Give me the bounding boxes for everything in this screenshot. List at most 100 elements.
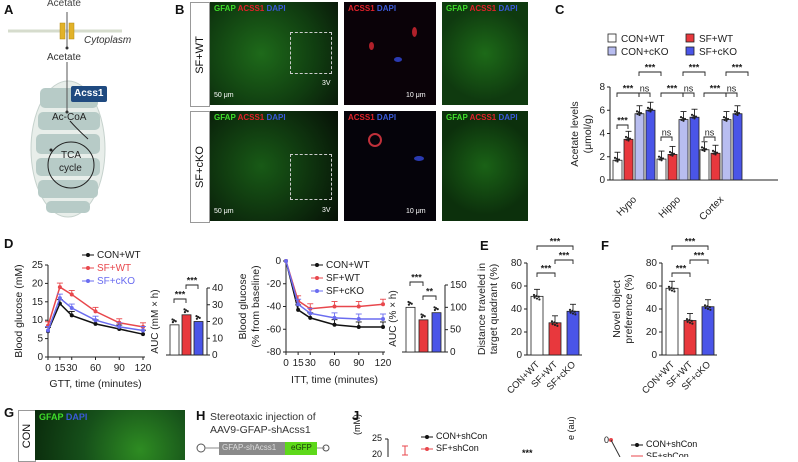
svg-text:Blood glucose (mM): Blood glucose (mM) [13, 264, 25, 357]
micrograph-sf-wt-acss1: ACSS1 DAPI 10 μm [344, 2, 436, 105]
svg-text:80: 80 [646, 258, 658, 269]
svg-text:0: 0 [651, 350, 657, 361]
acetate-extracellular-label: Acetate [47, 0, 81, 9]
svg-text:SF+cKO: SF+cKO [326, 286, 364, 297]
panel-letter-b: B [175, 2, 185, 17]
svg-text:***: *** [676, 264, 687, 274]
scale-bar-label: 10 μm [406, 208, 426, 215]
svg-text:8: 8 [599, 82, 605, 93]
svg-text:***: *** [623, 84, 634, 94]
svg-text:AUC (mM × h): AUC (mM × h) [150, 289, 161, 353]
j-legend-con-shcon: CON+shCon [436, 431, 488, 441]
itt-line-chart: -80 -60 -40 -20 0 0 15 30 60 90 120 ITT, time (minu… [237, 256, 467, 386]
svg-text:***: *** [411, 273, 422, 283]
svg-text:30: 30 [212, 300, 224, 311]
injection-title-line2: AAV9-GFAP-shAcss1 [210, 424, 311, 436]
svg-text:(μmol/g): (μmol/g) [582, 115, 594, 154]
svg-text:***: *** [667, 84, 678, 94]
svg-text:***: *** [694, 251, 705, 261]
svg-text:150: 150 [450, 280, 467, 291]
svg-text:target quadrant (%): target quadrant (%) [488, 264, 500, 354]
svg-text:**: ** [426, 287, 434, 297]
chart-gtt: 0 5 10 15 20 25 0 15 30 60 90 120 GTT, time (minutes… [0, 230, 235, 400]
svg-text:SF+cKO: SF+cKO [97, 276, 135, 287]
svg-text:ns: ns [705, 128, 715, 138]
svg-text:90: 90 [114, 363, 126, 374]
svg-text:6: 6 [599, 105, 605, 116]
svg-text:60: 60 [329, 358, 341, 369]
scale-bar-label: 10 μm [406, 92, 426, 99]
svg-text:80: 80 [511, 258, 523, 269]
svg-text:SF+WT: SF+WT [699, 34, 733, 45]
svg-text:25: 25 [32, 260, 44, 271]
svg-text:ns: ns [662, 128, 672, 138]
channel-icon [59, 22, 66, 40]
svg-text:Cortex: Cortex [698, 194, 727, 223]
svg-text:-80: -80 [267, 347, 282, 358]
svg-text:ns: ns [684, 84, 694, 94]
svg-text:***: *** [559, 251, 570, 261]
svg-text:Hypo: Hypo [615, 194, 640, 219]
svg-text:CON+WT: CON+WT [621, 34, 665, 45]
j-right-legend-con-shcon: CON+shCon [646, 439, 698, 449]
scale-bar-label: 50 μm [214, 92, 234, 99]
svg-text:CON+WT: CON+WT [326, 260, 370, 271]
micrograph-sf-cko-zoom-merge: GFAP ACSS1 DAPI [442, 111, 528, 221]
svg-text:Blood glucose: Blood glucose [237, 273, 249, 339]
cytoplasm-label: Cytoplasm [84, 35, 132, 46]
micrograph-sf-wt-zoom-merge: GFAP ACSS1 DAPI [442, 2, 528, 105]
svg-text:40: 40 [511, 304, 523, 315]
svg-text:***: *** [645, 63, 656, 73]
svg-text:CON+cKO: CON+cKO [621, 47, 669, 58]
svg-text:20: 20 [212, 317, 224, 328]
svg-text:ns: ns [640, 84, 650, 94]
svg-text:120: 120 [135, 363, 152, 374]
svg-text:100: 100 [450, 302, 467, 313]
svg-text:50: 50 [450, 325, 462, 336]
acetate-bar-chart: CON+WT CON+cKO SF+WT SF+cKO 0 2 4 6 8 Acetate lev… [569, 33, 778, 223]
j-significance: *** [522, 448, 533, 458]
svg-text:120: 120 [375, 358, 392, 369]
svg-text:0: 0 [45, 363, 51, 374]
row-label-con: CON [18, 410, 36, 462]
svg-text:90: 90 [353, 358, 365, 369]
svg-text:***: *** [541, 264, 552, 274]
svg-text:AUC (% × h): AUC (% × h) [388, 290, 399, 346]
chart-novel-object-preference: 0 20 40 60 80 Novel object preference (%) CON+W… [600, 230, 730, 435]
j-right-ylabel: e (au) [566, 416, 576, 440]
panel-letter-c: C [555, 2, 565, 17]
third-ventricle-label: 3V [322, 80, 331, 87]
svg-text:SF+cKO: SF+cKO [699, 47, 737, 58]
svg-text:0: 0 [275, 256, 281, 267]
micrograph-sf-cko-merge: GFAP ACSS1 DAPI 50 μm 3V [210, 111, 338, 221]
third-ventricle-label: 3V [322, 207, 331, 214]
acss1-enzyme-box [71, 86, 107, 102]
svg-text:10: 10 [212, 333, 224, 344]
acetate-cytoplasm-label: Acetate [47, 52, 81, 63]
panel-letter-j: J [352, 408, 360, 423]
micrograph-sf-wt-merge: GFAP ACSS1 DAPI 50 μm 3V [210, 2, 338, 105]
svg-text:30: 30 [66, 363, 78, 374]
svg-text:0: 0 [37, 352, 43, 363]
acetate-metabolism-diagram [8, 12, 122, 218]
svg-text:***: *** [689, 63, 700, 73]
svg-text:(% from baseline): (% from baseline) [250, 265, 262, 347]
j-ytick-20: 20 [372, 449, 383, 459]
svg-text:SF+WT: SF+WT [97, 263, 131, 274]
j-right-legend-sf-shcon: SF+shCon [646, 451, 689, 457]
panel-letter-e: E [480, 238, 489, 253]
svg-text:15: 15 [54, 363, 66, 374]
j-right-ytick-0: 0 [604, 435, 610, 445]
svg-text:4: 4 [599, 129, 605, 140]
panel-letter-a: A [4, 2, 14, 17]
svg-text:0: 0 [599, 175, 605, 186]
svg-text:SF+WT: SF+WT [326, 273, 360, 284]
svg-text:***: *** [685, 237, 696, 247]
svg-text:Distance traveled in: Distance traveled in [476, 263, 488, 355]
svg-text:5: 5 [37, 334, 43, 345]
zoom-region-box [290, 32, 332, 74]
zoom-region-box [290, 154, 332, 200]
svg-text:10: 10 [32, 315, 44, 326]
